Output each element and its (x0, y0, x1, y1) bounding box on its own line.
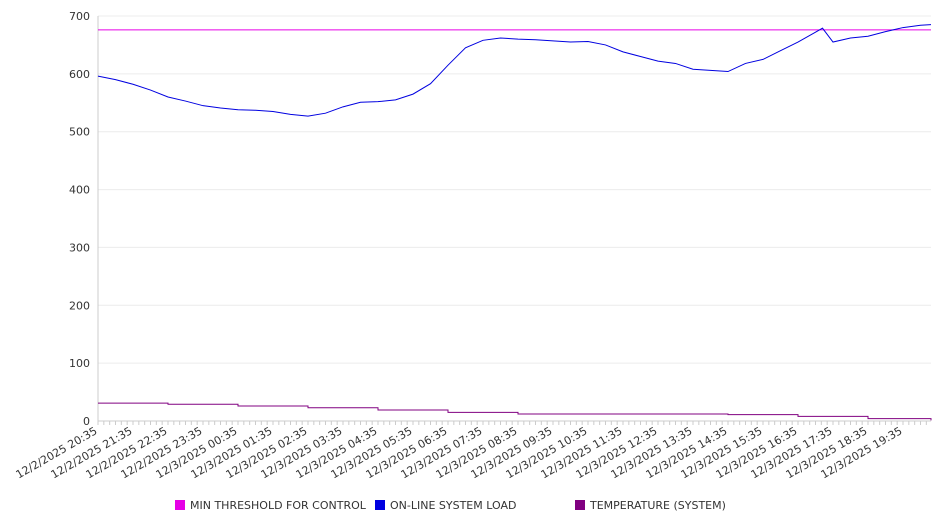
y-tick-label: 600 (69, 68, 90, 81)
legend-label: MIN THRESHOLD FOR CONTROL (190, 499, 367, 512)
y-tick-label: 500 (69, 126, 90, 139)
y-tick-label: 300 (69, 241, 90, 254)
legend-swatch (175, 500, 185, 510)
legend-swatch (375, 500, 385, 510)
gridlines (98, 15, 931, 422)
y-tick-label: 0 (83, 415, 90, 428)
y-tick-label: 400 (69, 184, 90, 197)
y-axis: 0 100 200 300 400 500 600 700 (69, 10, 90, 428)
legend-label: ON-LINE SYSTEM LOAD (390, 499, 516, 512)
legend: MIN THRESHOLD FOR CONTROL ON-LINE SYSTEM … (175, 499, 726, 512)
series-lines (97, 24, 932, 421)
legend-swatch (575, 500, 585, 510)
y-tick-label: 100 (69, 357, 90, 370)
series-line-temperature (98, 402, 932, 421)
y-tick-label: 700 (69, 10, 90, 23)
y-tick-label: 200 (69, 299, 90, 312)
series-line-system-load (97, 24, 932, 117)
legend-label: TEMPERATURE (SYSTEM) (589, 499, 726, 512)
